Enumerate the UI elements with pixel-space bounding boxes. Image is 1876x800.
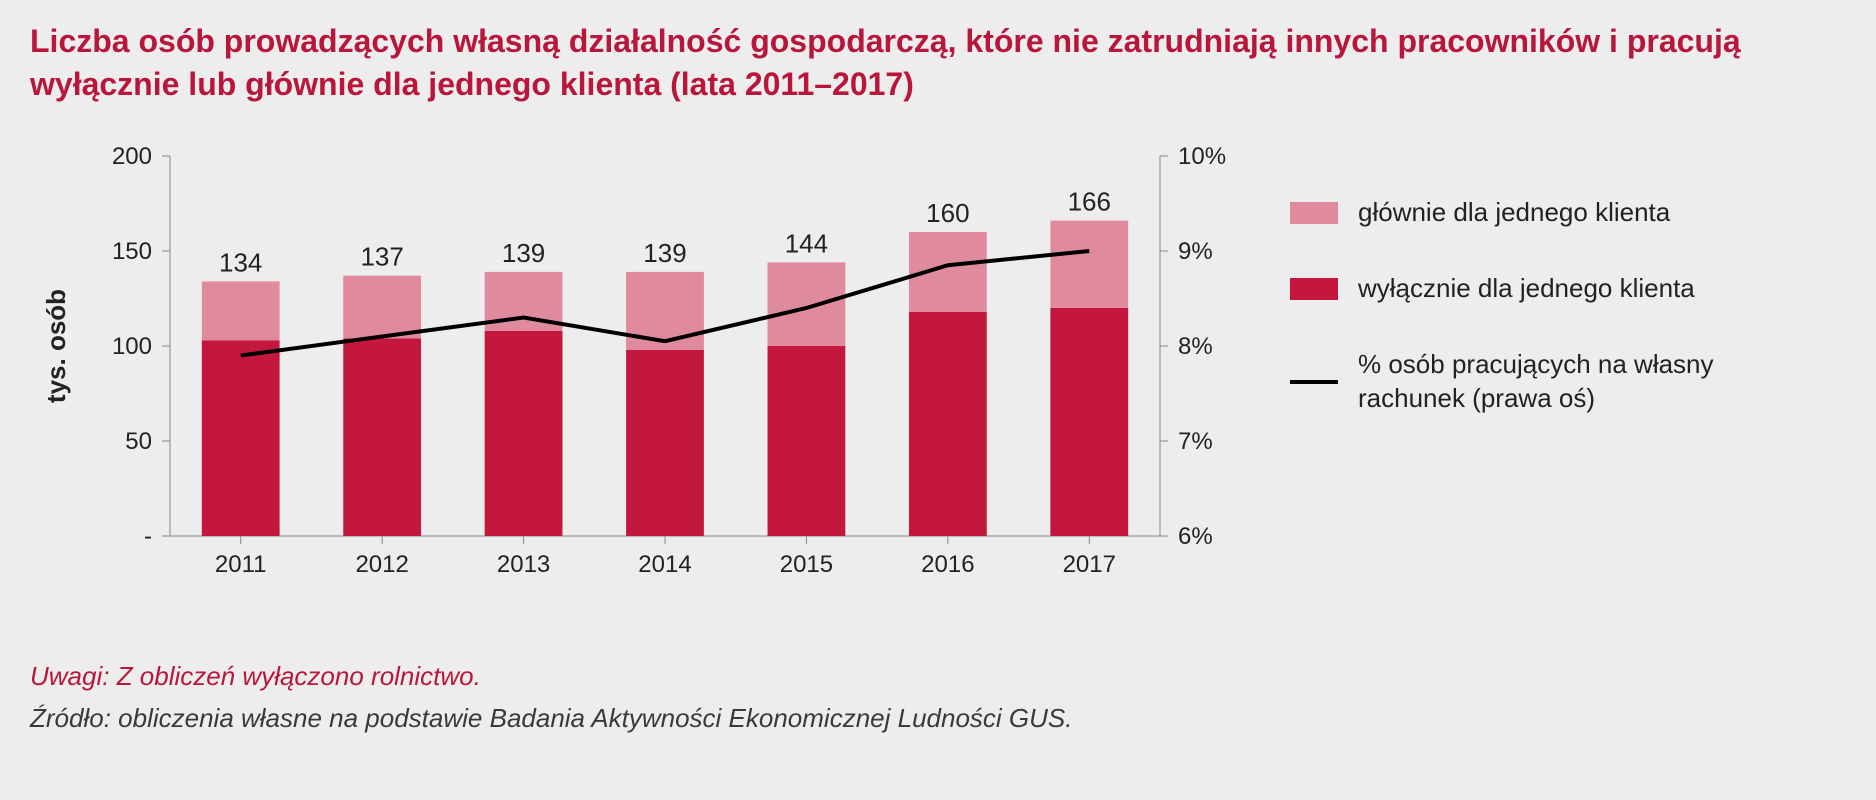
svg-text:8%: 8% xyxy=(1178,333,1213,360)
legend-item: % osób pracujących na własny rachunek (p… xyxy=(1290,348,1810,416)
chart-area: - 50 100 150 200 6% 7% 8% 9% 10% tys. osób 134 2011 1… xyxy=(30,136,1250,596)
svg-text:tys. osób: tys. osób xyxy=(41,289,71,403)
svg-text:10%: 10% xyxy=(1178,143,1226,170)
footer: Uwagi: Z obliczeń wyłączono rolnictwo. Ź… xyxy=(30,656,1846,739)
bar-top xyxy=(343,276,421,339)
legend-line-swatch xyxy=(1290,380,1338,384)
svg-text:160: 160 xyxy=(926,198,969,228)
bar-bottom xyxy=(626,350,704,536)
legend-swatch xyxy=(1290,202,1338,224)
legend-item: wyłącznie dla jednego klienta xyxy=(1290,272,1810,306)
svg-text:9%: 9% xyxy=(1178,238,1213,265)
svg-text:7%: 7% xyxy=(1178,428,1213,455)
legend-swatch xyxy=(1290,278,1338,300)
bar-bottom xyxy=(202,341,280,537)
footer-source: Źródło: obliczenia własne na podstawie B… xyxy=(30,698,1846,740)
svg-text:2016: 2016 xyxy=(921,551,974,578)
bar-top xyxy=(1050,221,1128,308)
svg-text:139: 139 xyxy=(502,238,545,268)
svg-text:200: 200 xyxy=(112,143,152,170)
legend-label: głównie dla jednego klienta xyxy=(1358,196,1670,230)
legend-label: % osób pracujących na własny rachunek (p… xyxy=(1358,348,1810,416)
legend-label: wyłącznie dla jednego klienta xyxy=(1358,272,1695,306)
svg-text:166: 166 xyxy=(1068,187,1111,217)
svg-text:100: 100 xyxy=(112,333,152,360)
legend: głównie dla jednego klienta wyłącznie dla… xyxy=(1290,136,1810,457)
chart-svg: - 50 100 150 200 6% 7% 8% 9% 10% tys. osób 134 2011 1… xyxy=(30,136,1250,596)
svg-text:2015: 2015 xyxy=(780,551,833,578)
bar-bottom xyxy=(485,331,563,536)
bar-top xyxy=(768,263,846,347)
chart-row: - 50 100 150 200 6% 7% 8% 9% 10% tys. osób 134 2011 1… xyxy=(30,136,1846,596)
bar-top xyxy=(202,282,280,341)
svg-text:-: - xyxy=(144,523,152,550)
legend-item: głównie dla jednego klienta xyxy=(1290,196,1810,230)
bar-bottom xyxy=(1050,308,1128,536)
svg-text:144: 144 xyxy=(785,229,828,259)
svg-text:150: 150 xyxy=(112,238,152,265)
svg-text:2012: 2012 xyxy=(355,551,408,578)
svg-text:50: 50 xyxy=(125,428,152,455)
svg-text:134: 134 xyxy=(219,248,262,278)
chart-title: Liczba osób prowadzących własną działaln… xyxy=(30,20,1846,106)
bar-bottom xyxy=(768,346,846,536)
svg-text:137: 137 xyxy=(360,242,403,272)
svg-text:139: 139 xyxy=(643,238,686,268)
bar-bottom xyxy=(909,312,987,536)
svg-text:2014: 2014 xyxy=(638,551,691,578)
svg-text:2011: 2011 xyxy=(215,551,267,578)
svg-text:6%: 6% xyxy=(1178,523,1213,550)
footer-note: Uwagi: Z obliczeń wyłączono rolnictwo. xyxy=(30,656,1846,698)
svg-text:2013: 2013 xyxy=(497,551,550,578)
svg-text:2017: 2017 xyxy=(1063,551,1116,578)
bar-bottom xyxy=(343,339,421,537)
